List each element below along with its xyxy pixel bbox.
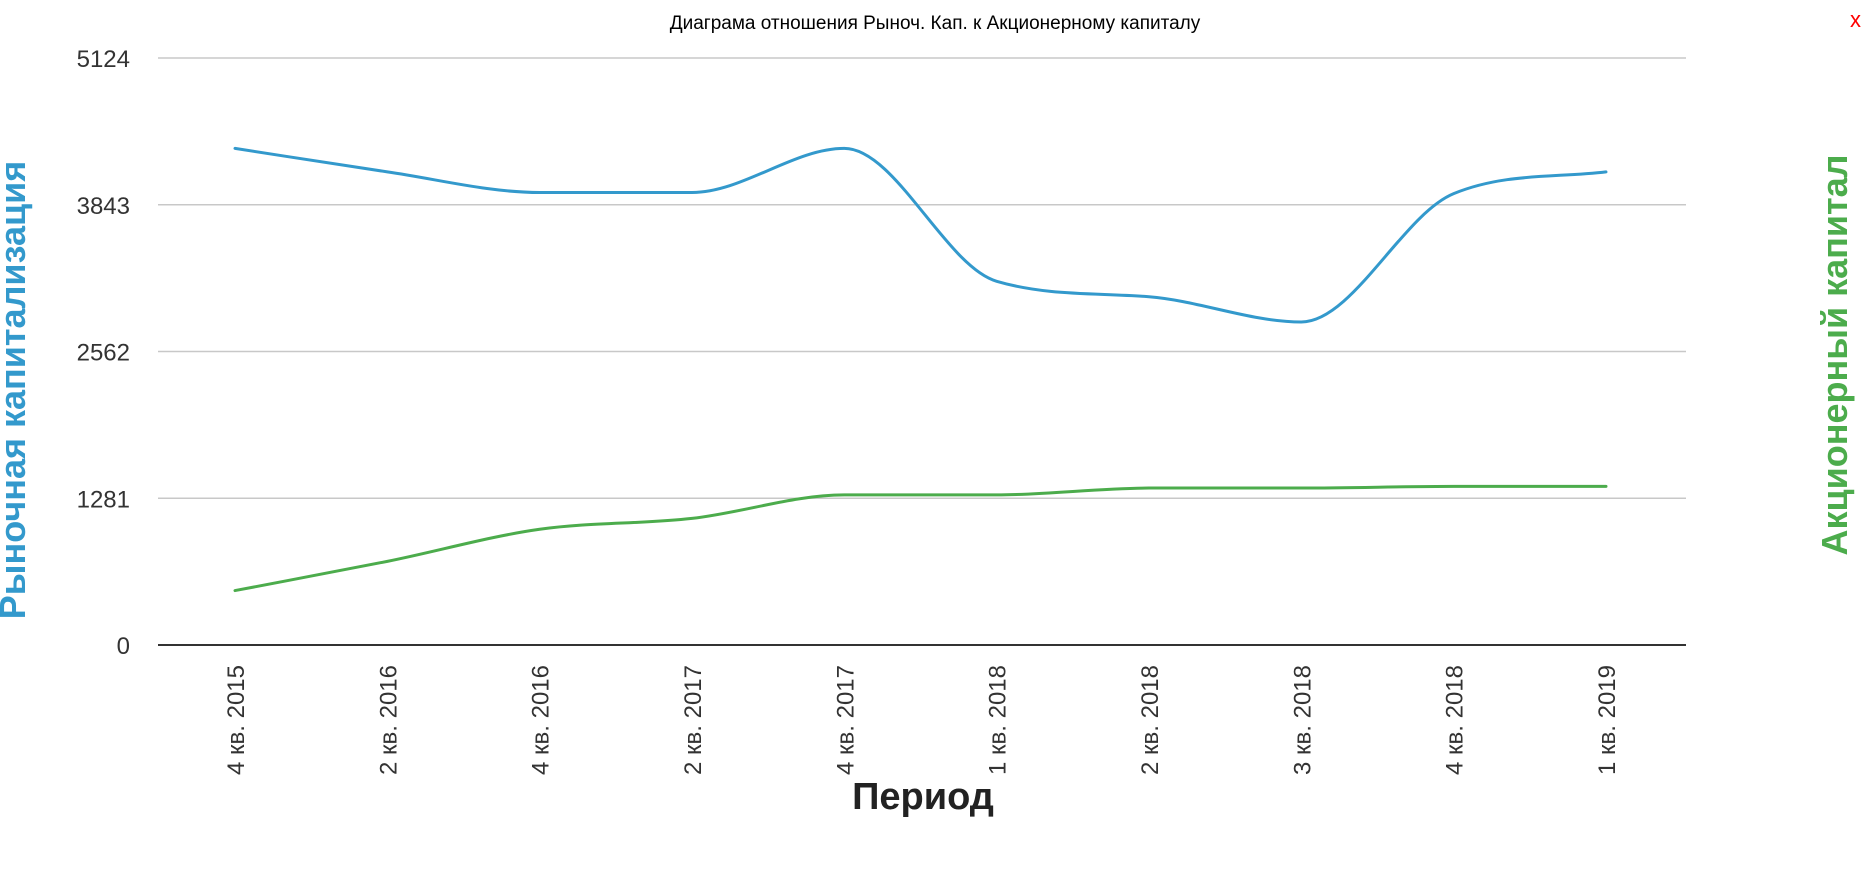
- data-point[interactable]: [1448, 480, 1460, 492]
- data-point[interactable]: [1600, 166, 1612, 178]
- series-line-1: [233, 146, 1608, 324]
- data-point[interactable]: [991, 275, 1003, 287]
- y-axis-label-right: Акционерный капитал: [1814, 154, 1855, 555]
- x-tick-label: 2 кв. 2016: [375, 665, 402, 775]
- x-axis-label: Период: [852, 776, 994, 818]
- data-point[interactable]: [686, 512, 698, 524]
- data-point[interactable]: [686, 186, 698, 198]
- data-point[interactable]: [534, 523, 546, 535]
- data-point[interactable]: [1143, 291, 1155, 303]
- x-tick-label: 1 кв. 2018: [985, 665, 1012, 775]
- x-tick-label: 2 кв. 2017: [680, 665, 707, 775]
- chart-title: Диаграма отношения Рыноч. Кап. к Акционе…: [670, 13, 1201, 34]
- x-tick-label: 4 кв. 2017: [832, 665, 859, 775]
- data-point[interactable]: [838, 489, 850, 501]
- data-point[interactable]: [381, 166, 393, 178]
- data-point[interactable]: [229, 585, 241, 597]
- y-tick-label: 3843: [77, 193, 130, 220]
- y-tick-label: 5124: [77, 46, 130, 73]
- data-point[interactable]: [1600, 480, 1612, 492]
- data-point[interactable]: [381, 555, 393, 567]
- y-tick-label: 1281: [77, 486, 130, 513]
- data-point[interactable]: [1448, 188, 1460, 200]
- data-point[interactable]: [1295, 316, 1307, 328]
- data-point[interactable]: [838, 142, 850, 154]
- data-point[interactable]: [991, 489, 1003, 501]
- x-tick-label: 3 кв. 2018: [1289, 665, 1316, 775]
- data-point[interactable]: [1143, 482, 1155, 494]
- series-line-2: [233, 484, 1608, 593]
- x-tick-label: 4 кв. 2018: [1442, 665, 1469, 775]
- data-point[interactable]: [534, 186, 546, 198]
- y-axis-label-left: Рыночная капитализация: [0, 161, 33, 620]
- x-tick-label: 1 кв. 2019: [1594, 665, 1621, 775]
- x-tick-label: 2 кв. 2018: [1137, 665, 1164, 775]
- x-tick-label: 4 кв. 2015: [223, 665, 250, 775]
- x-tick-label: 4 кв. 2016: [528, 665, 555, 775]
- data-point[interactable]: [229, 142, 241, 154]
- y-tick-label: 0: [117, 633, 130, 660]
- data-point[interactable]: [1295, 482, 1307, 494]
- y-tick-label: 2562: [77, 340, 130, 367]
- close-button[interactable]: x: [1850, 7, 1861, 32]
